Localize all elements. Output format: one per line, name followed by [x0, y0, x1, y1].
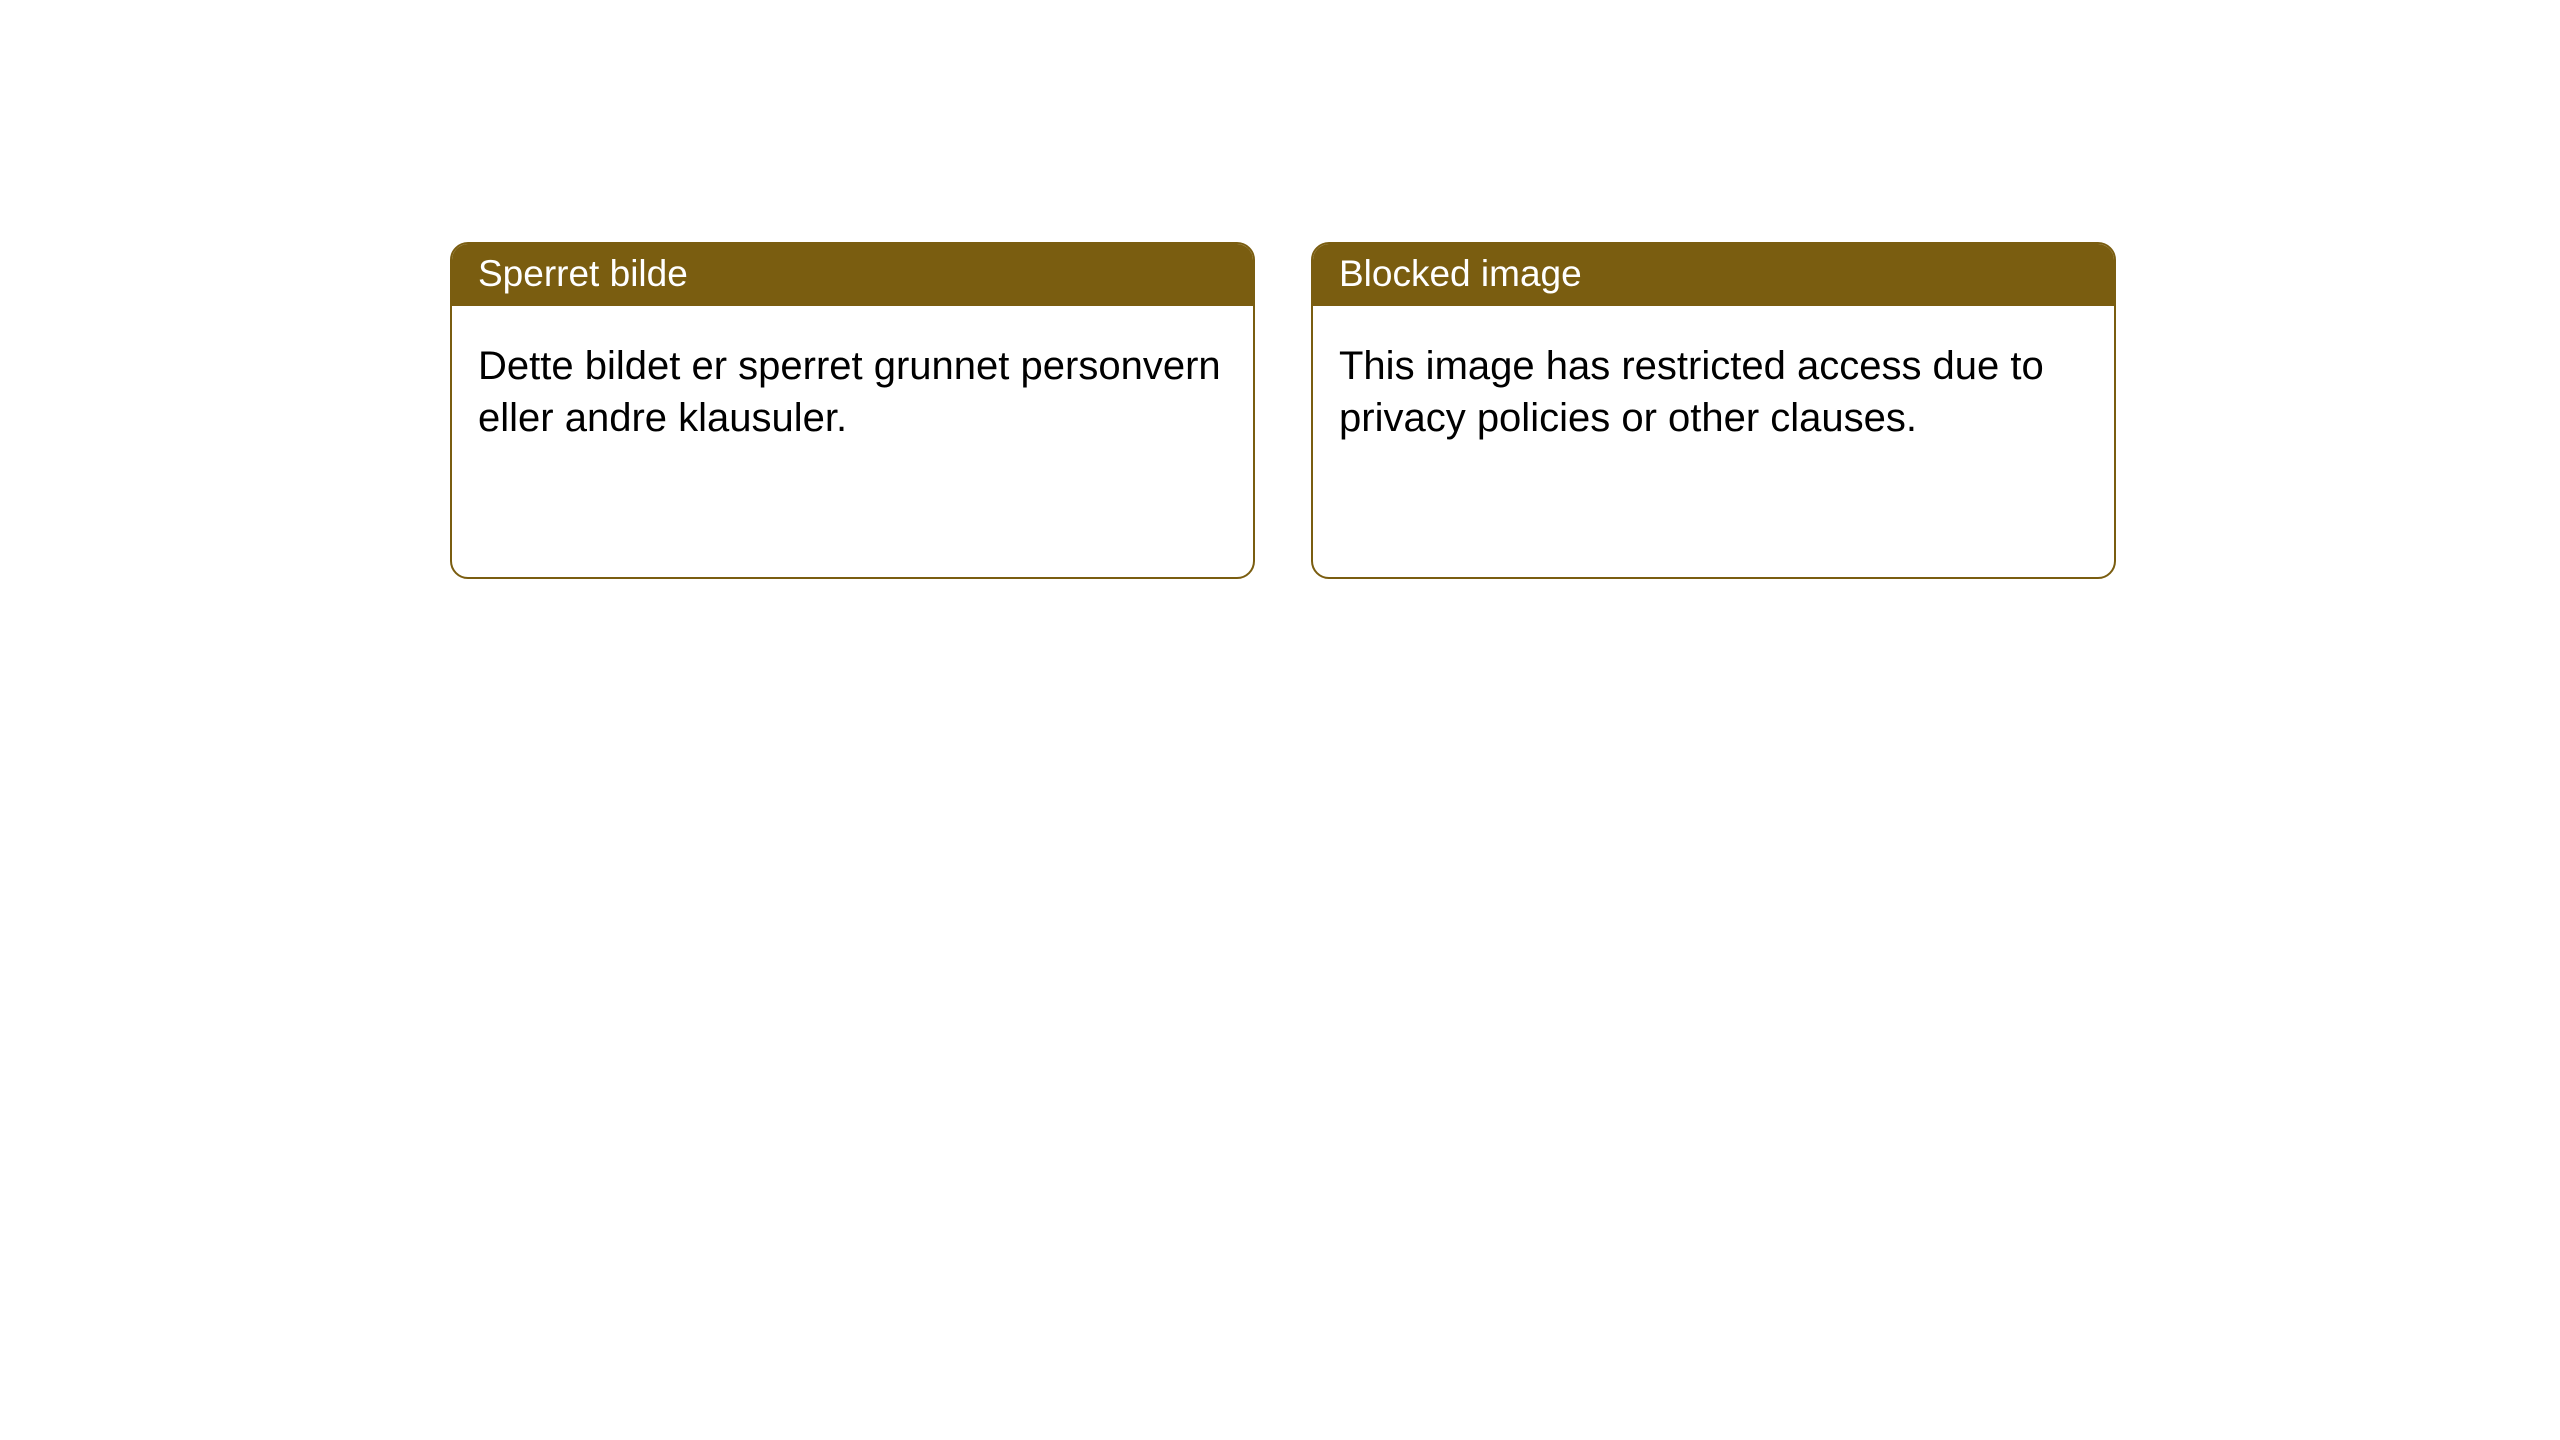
blocked-image-card-en: Blocked image This image has restricted …: [1311, 242, 2116, 579]
blocked-image-card-no: Sperret bilde Dette bildet er sperret gr…: [450, 242, 1255, 579]
card-title-en: Blocked image: [1313, 244, 2114, 306]
card-body-no: Dette bildet er sperret grunnet personve…: [452, 306, 1253, 470]
card-body-en: This image has restricted access due to …: [1313, 306, 2114, 470]
card-title-no: Sperret bilde: [452, 244, 1253, 306]
notice-container: Sperret bilde Dette bildet er sperret gr…: [0, 0, 2560, 579]
